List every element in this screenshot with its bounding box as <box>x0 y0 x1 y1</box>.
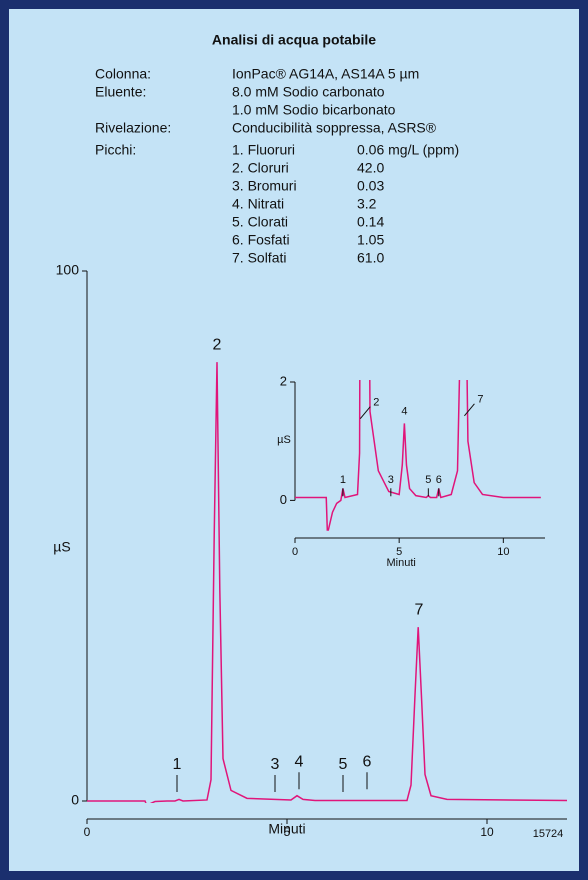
peak-conc: 3.2 <box>357 196 377 212</box>
peak-label: 7 <box>477 394 483 406</box>
x-tick-label: 0 <box>292 546 298 558</box>
peak-marker <box>359 406 371 420</box>
x-axis-label: Minuti <box>386 557 415 569</box>
peak-marker <box>464 403 475 417</box>
peak-label: 2 <box>213 336 222 353</box>
peak-label: 6 <box>436 474 442 486</box>
peak-name: 3. Bromuri <box>232 178 297 194</box>
peak-name: 7. Solfati <box>232 250 286 266</box>
figure-id: 15724 <box>533 828 564 840</box>
detail-label: Eluente: <box>95 84 146 100</box>
x-axis-label: Minuti <box>268 821 305 837</box>
peak-conc: 0.14 <box>357 214 384 230</box>
peak-label: 3 <box>271 756 280 773</box>
peak-name: 1. Fluoruri <box>232 142 295 158</box>
detail-value: Conducibilità soppressa, ASRS® <box>232 120 437 136</box>
peak-label: 5 <box>425 474 431 486</box>
peak-conc: 0.06 mg/L (ppm) <box>357 142 459 158</box>
peak-conc: 0.03 <box>357 178 384 194</box>
peak-conc: 42.0 <box>357 160 384 176</box>
x-tick-label: 0 <box>84 825 91 839</box>
peak-label: 4 <box>401 406 407 418</box>
detail-label: Colonna: <box>95 66 151 82</box>
x-tick-label: 5 <box>396 546 402 558</box>
peak-label: 2 <box>373 397 379 409</box>
peaks-label: Picchi: <box>95 142 136 158</box>
peak-label: 6 <box>363 754 372 771</box>
title: Analisi di acqua potabile <box>212 32 376 48</box>
peak-label: 3 <box>388 474 394 486</box>
y-tick-label: 100 <box>56 262 80 278</box>
y-axis-label: µS <box>53 539 70 555</box>
peak-label: 1 <box>340 474 346 486</box>
detail-value: IonPac® AG14A, AS14A 5 µm <box>232 66 419 82</box>
peak-label: 1 <box>173 756 182 773</box>
peak-name: 6. Fosfati <box>232 232 290 248</box>
panel <box>9 9 579 871</box>
peak-label: 4 <box>295 754 304 771</box>
detail-label: Rivelazione: <box>95 120 171 136</box>
peak-label: 7 <box>415 601 424 618</box>
y-tick-label: 0 <box>280 492 287 507</box>
y-tick-label: 0 <box>71 792 79 808</box>
x-tick-label: 10 <box>480 825 494 839</box>
peak-name: 2. Cloruri <box>232 160 289 176</box>
detail-value: 1.0 mM Sodio bicarbonato <box>232 102 396 118</box>
trace <box>295 380 541 531</box>
peak-conc: 1.05 <box>357 232 384 248</box>
peak-conc: 61.0 <box>357 250 384 266</box>
detail-value: 8.0 mM Sodio carbonato <box>232 84 385 100</box>
y-axis-label: µS <box>277 434 291 446</box>
trace <box>87 362 567 803</box>
peak-label: 5 <box>339 756 348 773</box>
y-tick-label: 2 <box>280 373 287 388</box>
peak-name: 5. Clorati <box>232 214 288 230</box>
x-tick-label: 10 <box>497 546 509 558</box>
x-tick-label: 5 <box>284 825 291 839</box>
peak-name: 4. Nitrati <box>232 196 284 212</box>
